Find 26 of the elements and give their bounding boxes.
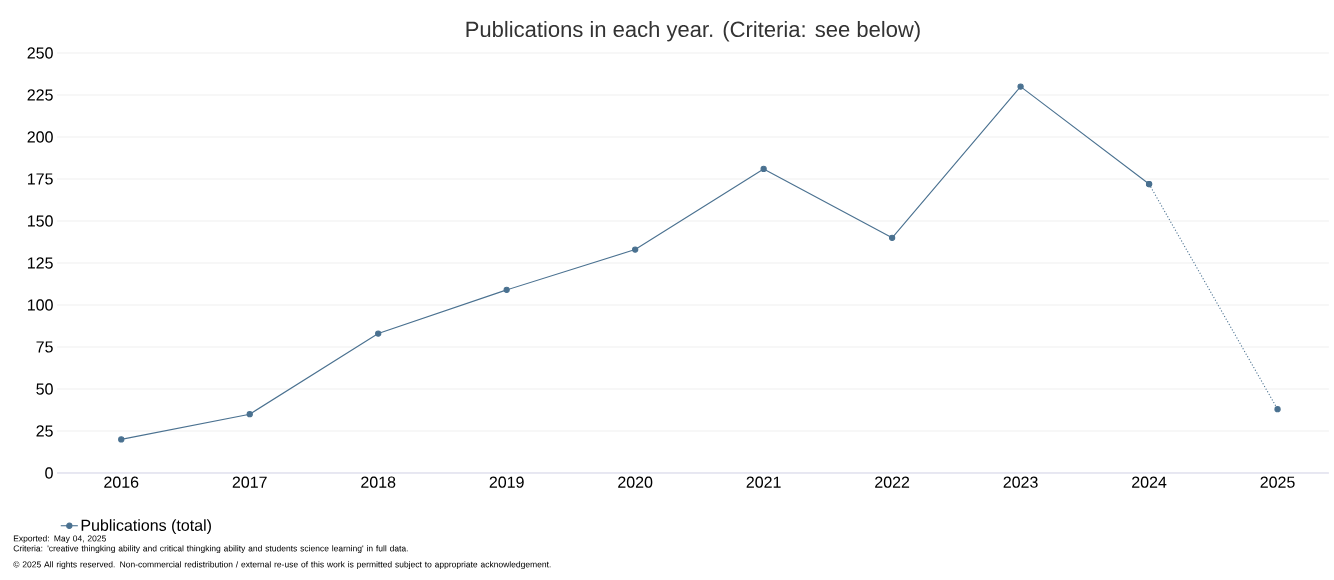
y-tick-label: 225 [27, 89, 53, 101]
y-tick-label: 125 [28, 257, 53, 269]
chart-title: Publications in each year. (Criteria: see below) [466, 20, 920, 42]
y-tick-label: 0 [45, 467, 53, 479]
x-tick-label: 2025 [1260, 476, 1295, 488]
y-tick-label: 250 [27, 47, 53, 59]
x-tick-label: 2022 [875, 476, 910, 488]
x-tick-label: 2017 [232, 476, 267, 488]
text: Criteria: 'creative thingking ability and critical thingking ability and students science learning' in full data. [13, 545, 408, 554]
y-tick-label: 175 [28, 173, 53, 185]
y-tick-label: 150 [28, 215, 53, 227]
x-tick-label: 2023 [1003, 476, 1038, 488]
text: Exported: May 04, 2025 [13, 535, 106, 544]
y-tick-label: 200 [27, 131, 53, 143]
y-tick-label: 100 [28, 299, 53, 311]
x-tick-label: 2019 [489, 476, 524, 488]
text: © 2025 All rights reserved. Non-commercial redistribution / external re-use of this work is permitted subject to appropriate acknowledgement. [13, 561, 551, 570]
y-tick-label: 25 [36, 425, 53, 437]
x-tick-label: 2021 [746, 476, 781, 488]
x-tick-label: 2020 [618, 476, 653, 488]
y-tick-label: 75 [36, 341, 53, 353]
y-tick-label: 50 [36, 383, 53, 395]
x-tick-label: 2024 [1132, 476, 1167, 488]
x-tick-label: 2018 [361, 476, 396, 488]
legend-label: Publications (total) [81, 519, 211, 535]
x-tick-label: 2016 [104, 476, 139, 488]
